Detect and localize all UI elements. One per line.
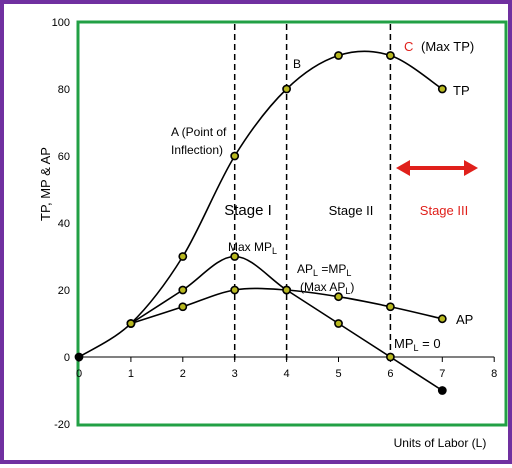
x-tick-label: 1 — [128, 368, 134, 380]
stage-2-label: Stage II — [329, 203, 374, 218]
y-tick-label: 100 — [52, 17, 70, 29]
y-tick-label: 20 — [58, 285, 70, 297]
stage-3-arrow — [396, 160, 478, 176]
marker-mp — [385, 352, 395, 362]
x-tick-label: 3 — [232, 368, 238, 380]
y-axis-title: TP, MP & AP — [38, 147, 53, 221]
marker-ap — [334, 292, 343, 302]
marker-tp — [74, 352, 84, 362]
curve-tp — [78, 50, 443, 358]
marker-ap — [230, 285, 240, 295]
marker-tp — [282, 84, 291, 94]
stage-1-label: Stage I — [224, 202, 272, 219]
x-tick-label: 7 — [439, 368, 445, 380]
y-tick-label: 40 — [58, 218, 70, 230]
max-ap-label: (Max APL) — [300, 280, 354, 296]
y-tick-label: 60 — [58, 151, 70, 163]
marker-tp — [385, 51, 395, 60]
point-c-label: C (Max TP) — [404, 39, 474, 54]
plot-border — [76, 20, 508, 427]
marker-mp — [437, 386, 447, 395]
curves — [78, 50, 443, 392]
ap-curve-label: AP — [456, 312, 473, 327]
marker-mp — [230, 252, 240, 261]
marker-ap — [385, 302, 395, 312]
x-tick-label: 2 — [180, 368, 186, 380]
ap-equals-mp-label: APL =MPL — [297, 262, 351, 278]
data-markers — [74, 51, 447, 395]
marker-mp — [334, 319, 343, 328]
point-c-letter: C — [404, 39, 413, 54]
axes: 0 1 2 3 4 5 6 7 8 -20 0 20 40 60 80 100 — [52, 17, 498, 431]
y-tick-label: 80 — [58, 84, 70, 96]
x-tick-label: 0 — [76, 368, 82, 380]
marker-tp — [437, 84, 447, 94]
stage-3-label: Stage III — [420, 203, 468, 218]
x-tick-label: 6 — [387, 368, 393, 380]
point-a-label: A (Point of Inflection) — [171, 125, 227, 157]
mp-zero-label: MPL = 0 — [394, 336, 441, 353]
marker-tp — [230, 151, 240, 161]
marker-tp — [334, 51, 343, 60]
y-tick-label: 0 — [64, 352, 70, 364]
marker-ap — [178, 302, 188, 312]
x-tick-label: 8 — [491, 368, 497, 380]
marker-ap — [126, 319, 136, 328]
x-tick-label: 5 — [335, 368, 341, 380]
marker-mp — [178, 285, 188, 295]
point-c-text: (Max TP) — [421, 39, 474, 54]
point-b-label: B — [293, 57, 301, 71]
marker-ap — [282, 285, 291, 295]
y-tick-label: -20 — [54, 419, 70, 431]
stage-divider-lines — [233, 24, 392, 360]
max-mp-label: Max MPL — [228, 240, 277, 256]
x-axis-title: Units of Labor (L) — [394, 436, 487, 450]
marker-ap — [437, 314, 447, 324]
tp-curve-label: TP — [453, 83, 470, 98]
marker-tp — [178, 252, 188, 261]
x-tick-label: 4 — [284, 368, 290, 380]
production-stages-chart: 0 1 2 3 4 5 6 7 8 -20 0 20 40 60 80 100 TP, MP & AP Uni… — [38, 17, 508, 450]
